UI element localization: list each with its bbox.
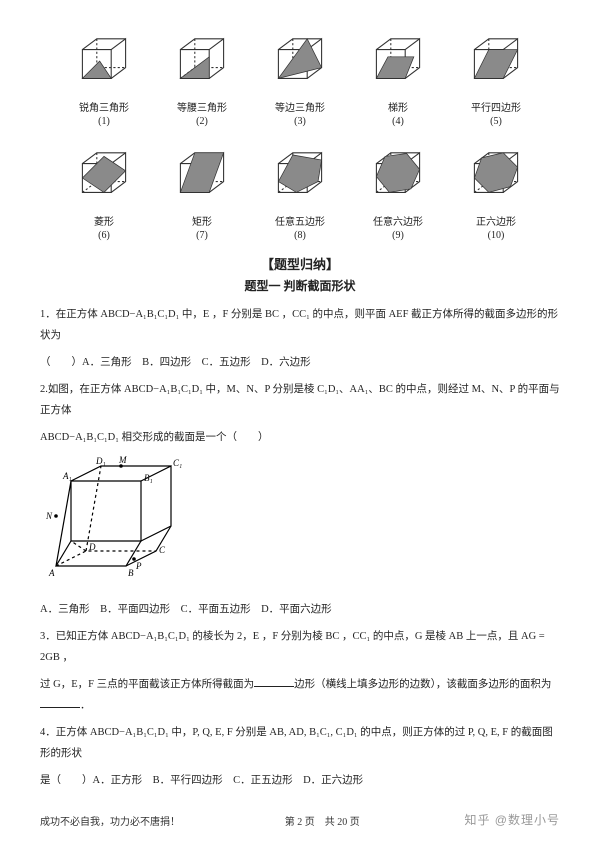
- question-2-options: A．三角形 B．平面四边形 C．平面五边形 D．平面六边形: [40, 599, 560, 620]
- cube-item-6: 菱形 (6): [64, 142, 144, 242]
- cube-num: (1): [98, 116, 110, 127]
- cube-num: (2): [196, 116, 208, 127]
- cube-label: 等边三角形: [275, 103, 325, 114]
- section-title: 【题型归纳】: [40, 254, 560, 273]
- cube-num: (8): [294, 230, 306, 241]
- footer-page-number: 第 2 页 共 20 页: [180, 813, 464, 828]
- question-4-options: 是（ ）A．正方形 B．平行四边形 C．正五边形 D．正六边形: [40, 770, 560, 791]
- question-3-line2: 过 G，E，F 三点的平面截该正方体所得截面为 边形（横线上填多边形的边数），该截…: [40, 674, 560, 716]
- cube-label: 任意五边形: [275, 217, 325, 228]
- cube-item-10: 正六边形 (10): [456, 142, 536, 242]
- cube-svg: [264, 28, 336, 100]
- cube-svg: [68, 28, 140, 100]
- cube-cross-section-grid: 锐角三角形 (1) 等腰三角形 (2) 等边三角形 (3): [40, 28, 560, 242]
- cube-item-5: 平行四边形 (5): [456, 28, 536, 128]
- vertex-label: A₁: [62, 471, 72, 481]
- q3-text-pre: 过 G，E，F 三点的平面截该正方体所得截面为: [40, 679, 254, 690]
- vertex-label: B: [128, 568, 134, 578]
- vertex-label: P: [135, 561, 142, 571]
- cube-label: 矩形: [192, 217, 212, 228]
- cube-item-9: 任意六边形 (9): [358, 142, 438, 242]
- cube-num: (3): [294, 116, 306, 127]
- fill-blank: [40, 699, 80, 708]
- cube-label: 等腰三角形: [177, 103, 227, 114]
- cube-svg: [264, 142, 336, 214]
- cube-label: 锐角三角形: [79, 103, 129, 114]
- section-subtitle: 题型一 判断截面形状: [40, 277, 560, 294]
- vertex-label: C₁: [173, 458, 182, 468]
- q3-text-end: ．: [80, 700, 91, 711]
- page-footer: 成功不必自我，功力必不唐捐！ 第 2 页 共 20 页 知乎 @数理小号: [0, 811, 600, 828]
- cube-diagram-mnp: D₁ C₁ A₁ B₁ D C A B M N P: [46, 456, 560, 591]
- watermark: 知乎 @数理小号: [464, 811, 560, 828]
- cube-item-4: 梯形 (4): [358, 28, 438, 128]
- cube-num: (5): [490, 116, 502, 127]
- cube-label: 任意六边形: [373, 217, 423, 228]
- question-2-line2: ABCD−A₁B₁C₁D₁ 相交形成的截面是一个（ ）: [40, 427, 560, 448]
- cube-label: 菱形: [94, 217, 114, 228]
- cube-svg: [166, 28, 238, 100]
- cube-num: (4): [392, 116, 404, 127]
- footer-motto: 成功不必自我，功力必不唐捐！: [40, 813, 180, 828]
- vertex-label: B₁: [144, 473, 153, 483]
- cube-item-8: 任意五边形 (8): [260, 142, 340, 242]
- cube-svg: [166, 142, 238, 214]
- vertex-label: C: [159, 545, 166, 555]
- question-3-line1: 3．已知正方体 ABCD−A₁B₁C₁D₁ 的棱长为 2，E ，F 分别为棱 B…: [40, 626, 560, 668]
- question-4: 4．正方体 ABCD−A₁B₁C₁D₁ 中，P, Q, E, F 分别是 AB,…: [40, 722, 560, 764]
- vertex-label: D₁: [95, 456, 106, 466]
- cube-svg: [362, 28, 434, 100]
- cube-svg: [460, 28, 532, 100]
- fill-blank: [254, 678, 294, 687]
- cube-label: 平行四边形: [471, 103, 521, 114]
- cube-svg: [68, 142, 140, 214]
- q3-text-mid: 边形（横线上填多边形的边数），该截面多边形的面积为: [294, 679, 551, 690]
- cube-label: 梯形: [388, 103, 408, 114]
- question-1: 1．在正方体 ABCD−A₁B₁C₁D₁ 中，E ，F 分别是 BC ，CC₁ …: [40, 304, 560, 346]
- cube-item-7: 矩形 (7): [162, 142, 242, 242]
- page: 锐角三角形 (1) 等腰三角形 (2) 等边三角形 (3): [0, 0, 600, 857]
- cube-item-1: 锐角三角形 (1): [64, 28, 144, 128]
- vertex-label: M: [118, 456, 127, 465]
- cube-num: (9): [392, 230, 404, 241]
- watermark-main: 知乎 @数理小号: [464, 811, 560, 828]
- question-1-options: （ ）A．三角形 B．四边形 C．五边形 D．六边形: [40, 352, 560, 373]
- cube-num: (7): [196, 230, 208, 241]
- cube-label: 正六边形: [476, 217, 516, 228]
- cube-item-2: 等腰三角形 (2): [162, 28, 242, 128]
- cube-item-3: 等边三角形 (3): [260, 28, 340, 128]
- vertex-label: N: [46, 511, 53, 521]
- vertex-label: D: [88, 542, 96, 552]
- cube-svg: [362, 142, 434, 214]
- cube-num: (6): [98, 230, 110, 241]
- question-2-line1: 2.如图，在正方体 ABCD−A₁B₁C₁D₁ 中，M、N、P 分别是棱 C₁D…: [40, 379, 560, 421]
- cube-svg: [460, 142, 532, 214]
- vertex-label: A: [48, 568, 55, 578]
- cube-num: (10): [488, 230, 505, 241]
